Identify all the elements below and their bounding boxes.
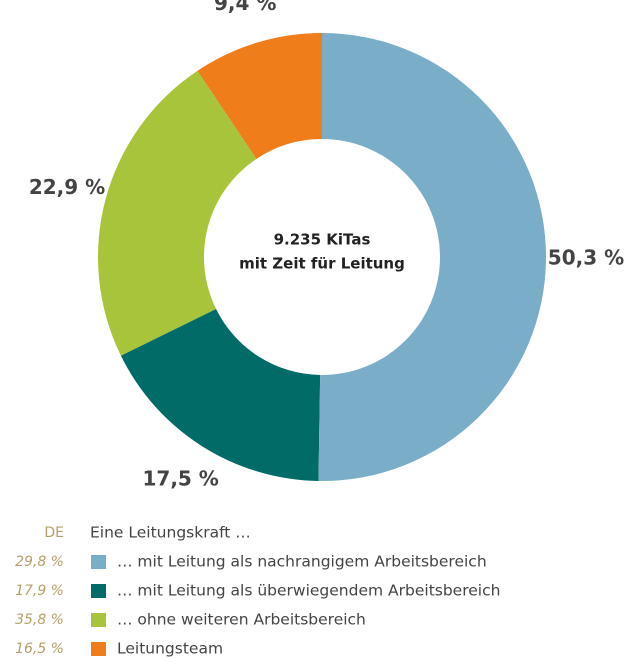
value-label: 17,5 % <box>142 466 218 490</box>
donut-segment <box>120 309 321 481</box>
legend-swatch <box>91 555 106 569</box>
legend-label: … ohne weiteren Arbeitsbereich <box>117 611 366 629</box>
value-label: 22,9 % <box>29 175 105 199</box>
donut-segment <box>98 70 257 356</box>
comparison-value: 17,9 % <box>15 583 64 599</box>
donut-segment <box>318 33 546 481</box>
comparison-header: DE <box>44 525 64 541</box>
value-label: 50,3 % <box>548 246 624 270</box>
legend-label: … mit Leitung als nachrangigem Arbeitsbe… <box>117 553 487 571</box>
legend-swatch <box>91 584 106 598</box>
center-text: 9.235 KiTas <box>274 231 371 249</box>
comparison-value: 16,5 % <box>15 641 64 657</box>
legend-label: Leitungsteam <box>117 640 223 658</box>
legend-swatch <box>91 642 106 656</box>
legend-swatch <box>91 613 106 627</box>
legend-label: … mit Leitung als überwiegendem Arbeitsb… <box>117 582 500 600</box>
legend-title: Eine Leitungskraft … <box>90 524 251 542</box>
value-label: 9,4 % <box>214 0 276 15</box>
center-text: mit Zeit für Leitung <box>239 255 405 273</box>
comparison-value: 35,8 % <box>15 612 64 628</box>
donut-segment <box>197 33 322 159</box>
comparison-value: 29,8 % <box>15 554 64 570</box>
